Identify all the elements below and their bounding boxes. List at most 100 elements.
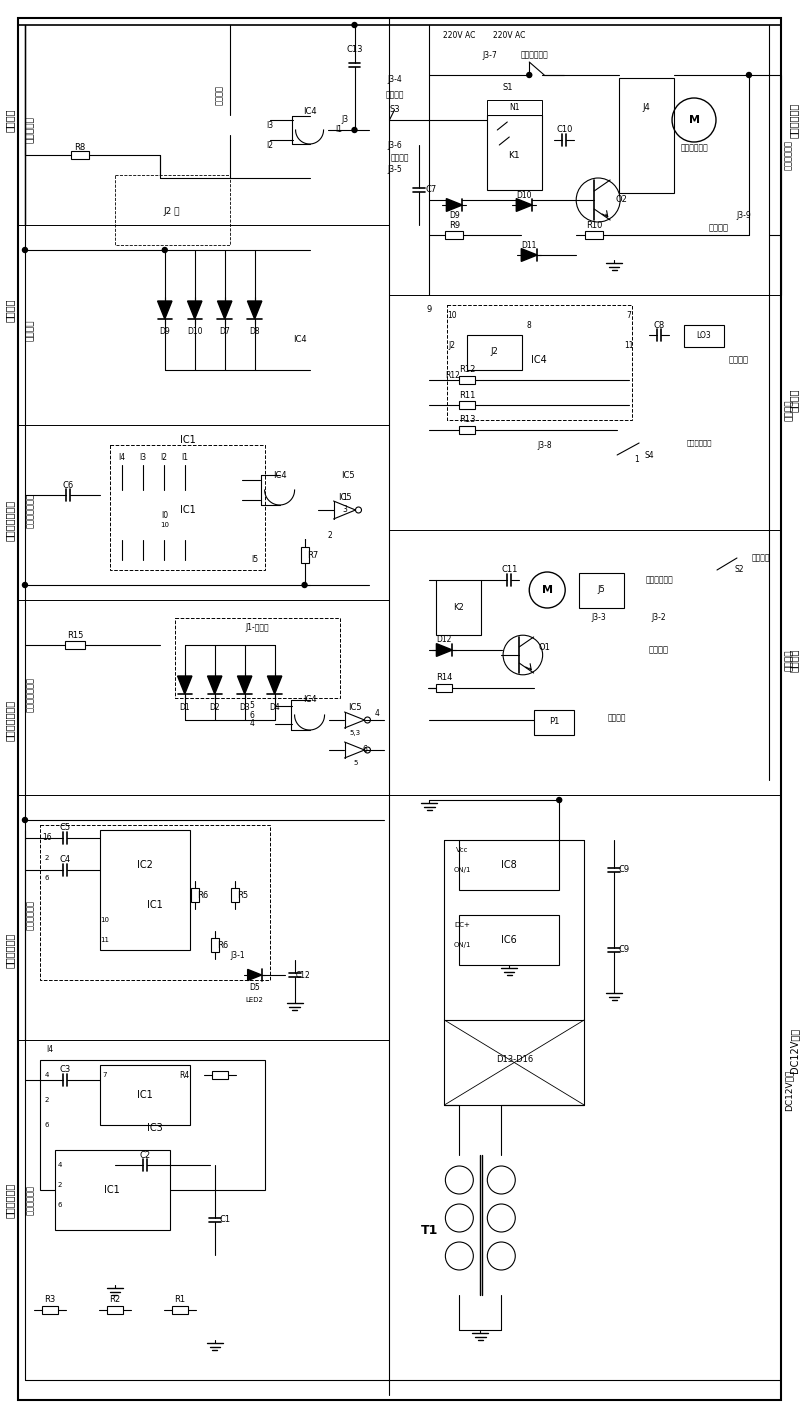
Bar bbox=[579, 573, 624, 608]
Text: R7: R7 bbox=[307, 550, 318, 560]
Bar bbox=[444, 1020, 584, 1105]
Polygon shape bbox=[178, 676, 192, 693]
Polygon shape bbox=[267, 676, 282, 693]
Circle shape bbox=[22, 248, 27, 252]
Text: J2: J2 bbox=[490, 347, 498, 356]
Text: D10: D10 bbox=[187, 328, 202, 336]
Text: J3-5: J3-5 bbox=[387, 166, 402, 174]
Text: J3-4: J3-4 bbox=[387, 75, 402, 85]
Text: 送气电机驱动: 送气电机驱动 bbox=[789, 102, 799, 138]
Bar bbox=[459, 376, 475, 384]
Text: R6: R6 bbox=[197, 891, 208, 899]
Text: 9: 9 bbox=[426, 305, 432, 315]
Bar bbox=[110, 445, 265, 570]
Text: 分个位定时设定: 分个位定时设定 bbox=[26, 678, 34, 712]
Text: 抽水控制: 抽水控制 bbox=[784, 649, 794, 671]
Text: N1: N1 bbox=[509, 104, 519, 112]
Bar bbox=[619, 78, 674, 193]
Text: D9: D9 bbox=[159, 328, 170, 336]
Text: 分个位计算器: 分个位计算器 bbox=[26, 1185, 34, 1215]
Text: 分十位计算器: 分十位计算器 bbox=[26, 900, 34, 930]
Text: 2: 2 bbox=[327, 530, 332, 539]
Text: 送气电机插座: 送气电机插座 bbox=[680, 143, 708, 153]
Text: DC+: DC+ bbox=[454, 922, 470, 927]
Text: ON/1: ON/1 bbox=[454, 866, 471, 873]
Text: P1: P1 bbox=[549, 718, 559, 726]
Bar bbox=[40, 1061, 265, 1190]
Text: 4: 4 bbox=[250, 719, 254, 729]
Text: 水位开关: 水位开关 bbox=[608, 713, 626, 723]
Polygon shape bbox=[446, 199, 462, 211]
Text: J3-1: J3-1 bbox=[230, 950, 245, 960]
Text: J5: J5 bbox=[598, 586, 605, 594]
Text: 2: 2 bbox=[45, 1098, 49, 1103]
Text: IC1: IC1 bbox=[137, 1090, 153, 1100]
Text: C4: C4 bbox=[59, 855, 70, 865]
Text: IC1: IC1 bbox=[147, 900, 162, 910]
Circle shape bbox=[365, 718, 370, 723]
Text: D5: D5 bbox=[250, 984, 260, 993]
Text: IC5: IC5 bbox=[341, 471, 354, 479]
Text: D13-D16: D13-D16 bbox=[496, 1055, 533, 1065]
Text: 分十位定时设置: 分十位定时设置 bbox=[5, 499, 15, 540]
Text: J3-2: J3-2 bbox=[652, 614, 666, 623]
Text: 送气定时开关: 送气定时开关 bbox=[520, 51, 548, 60]
Text: 10: 10 bbox=[160, 522, 170, 527]
Bar bbox=[172, 1306, 188, 1314]
Text: K2: K2 bbox=[453, 604, 464, 613]
Text: R3: R3 bbox=[44, 1296, 55, 1305]
Text: 时计算器: 时计算器 bbox=[5, 298, 15, 322]
Text: J4: J4 bbox=[642, 104, 650, 112]
Text: DC12V电源: DC12V电源 bbox=[789, 1028, 799, 1072]
Text: J3-6: J3-6 bbox=[387, 140, 402, 149]
Text: D10: D10 bbox=[517, 190, 532, 200]
Bar bbox=[174, 618, 339, 698]
Text: J3-9: J3-9 bbox=[737, 210, 751, 220]
Text: 分十位定时设置: 分十位定时设置 bbox=[26, 492, 34, 527]
Text: 时计算器: 时计算器 bbox=[26, 319, 34, 340]
Text: C7: C7 bbox=[426, 186, 437, 194]
Text: 光敏控制输入: 光敏控制输入 bbox=[686, 440, 712, 447]
Text: 2: 2 bbox=[45, 855, 49, 861]
Text: R12: R12 bbox=[445, 370, 460, 380]
Text: 抽水控制: 抽水控制 bbox=[649, 645, 669, 655]
Text: D8: D8 bbox=[250, 328, 260, 336]
Text: T1: T1 bbox=[421, 1224, 438, 1236]
Text: 6: 6 bbox=[58, 1202, 62, 1208]
Text: R13: R13 bbox=[459, 415, 475, 424]
Polygon shape bbox=[187, 301, 202, 319]
Bar bbox=[212, 1071, 228, 1079]
Polygon shape bbox=[436, 644, 452, 657]
Polygon shape bbox=[218, 301, 232, 319]
Text: R2: R2 bbox=[110, 1296, 121, 1305]
Text: 抽水电机插座: 抽水电机插座 bbox=[645, 576, 673, 584]
Text: 送气控制: 送气控制 bbox=[709, 224, 729, 233]
Text: 分个位计算器: 分个位计算器 bbox=[5, 1183, 15, 1218]
Text: IC4: IC4 bbox=[302, 108, 316, 116]
Bar bbox=[459, 839, 559, 891]
Text: 5: 5 bbox=[354, 760, 358, 766]
Text: D4: D4 bbox=[270, 702, 280, 712]
Text: Vcc: Vcc bbox=[456, 847, 469, 854]
Text: J2: J2 bbox=[449, 340, 456, 349]
Text: IC6: IC6 bbox=[502, 934, 517, 944]
Circle shape bbox=[352, 23, 357, 27]
Text: DC12V电源: DC12V电源 bbox=[784, 1069, 794, 1110]
Text: S4: S4 bbox=[644, 451, 654, 459]
Text: K1: K1 bbox=[509, 150, 520, 159]
Text: 5,3: 5,3 bbox=[350, 730, 361, 736]
Text: I3: I3 bbox=[139, 454, 146, 462]
Text: 光敏控制: 光敏控制 bbox=[729, 356, 749, 364]
Text: 6: 6 bbox=[250, 712, 254, 720]
Bar bbox=[100, 1065, 190, 1124]
Text: 1: 1 bbox=[342, 493, 347, 502]
Bar bbox=[459, 915, 559, 966]
Text: 10: 10 bbox=[447, 311, 457, 319]
Text: 8: 8 bbox=[527, 320, 532, 329]
Text: O2: O2 bbox=[615, 196, 627, 204]
Text: J3: J3 bbox=[341, 115, 348, 125]
Text: 220V AC: 220V AC bbox=[493, 31, 526, 40]
Circle shape bbox=[302, 583, 307, 587]
Text: 11: 11 bbox=[100, 937, 110, 943]
Text: IC1: IC1 bbox=[180, 435, 196, 445]
